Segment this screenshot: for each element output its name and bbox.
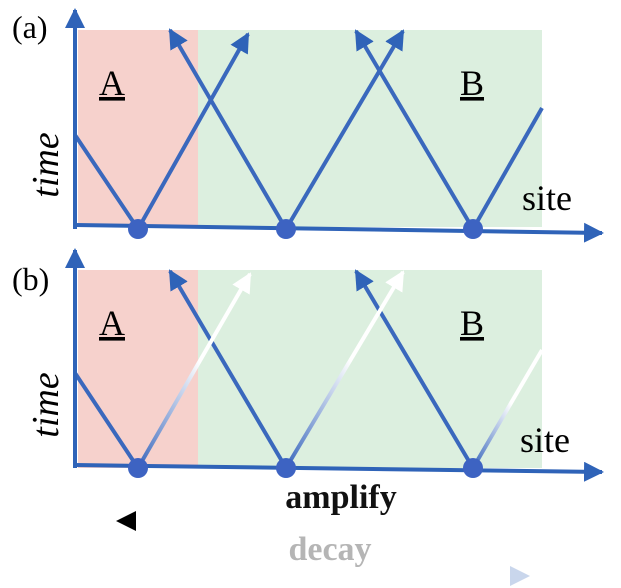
site-axis (74, 222, 604, 243)
region-a-label: A (99, 303, 125, 343)
region-b-background (198, 30, 542, 227)
worldline (284, 29, 405, 231)
site-dot (463, 219, 483, 239)
x-axis-label: site (520, 420, 570, 460)
x-axis-label: site (522, 178, 572, 218)
site-dot (463, 458, 483, 478)
y-axis-label: time (25, 132, 67, 198)
worldline (471, 107, 544, 230)
region-a-background (78, 270, 198, 468)
region-a-background (78, 30, 198, 227)
y-axis-label: time (25, 372, 67, 438)
panel-label: (b) (12, 261, 49, 297)
worldline (354, 269, 475, 470)
worldline (354, 29, 475, 231)
site-dot (128, 219, 148, 239)
region-b-label: B (460, 63, 484, 103)
site-dot (276, 458, 296, 478)
worldline (168, 269, 288, 470)
panel-label: (a) (12, 9, 48, 45)
decaying-worldline (284, 270, 405, 470)
worldline (168, 28, 288, 231)
direction-legend: amplify decay (116, 479, 530, 586)
decaying-worldline (136, 272, 252, 469)
worldline (136, 32, 250, 230)
region-b-label: B (460, 303, 484, 343)
region-b-background (198, 270, 542, 468)
worldline (73, 371, 140, 470)
decaying-worldline (471, 348, 544, 470)
site-axis (74, 461, 604, 482)
panel-b: (b) A B time site (12, 248, 604, 482)
worldline (73, 133, 140, 231)
region-a-label: A (99, 63, 125, 103)
site-dot (276, 219, 296, 239)
panel-a: (a) A B time site (12, 8, 604, 243)
amplify-label: amplify (285, 479, 396, 516)
site-dot (128, 458, 148, 478)
decay-label: decay (288, 531, 371, 568)
